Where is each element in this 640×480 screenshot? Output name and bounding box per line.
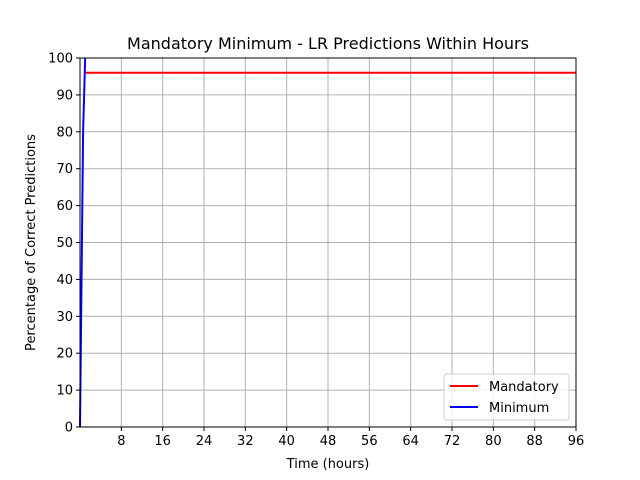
x-tick-label: 48: [320, 434, 337, 449]
y-tick-label: 0: [65, 421, 73, 436]
y-tick-label: 90: [56, 88, 73, 103]
x-tick-label: 16: [154, 434, 171, 449]
y-tick-label: 30: [56, 310, 73, 325]
legend-label-minimum: Minimum: [489, 401, 549, 416]
y-tick-label: 100: [48, 52, 73, 67]
y-tick-label: 20: [56, 347, 73, 362]
x-tick-label: 56: [361, 434, 378, 449]
x-axis-label: Time (hours): [286, 457, 370, 472]
x-tick-label: 88: [526, 434, 543, 449]
series-layer: [79, 57, 576, 428]
legend-label-mandatory: Mandatory: [489, 380, 559, 395]
x-tick-label: 24: [196, 434, 213, 449]
x-tick-label: 72: [444, 434, 461, 449]
x-tick-label: 64: [402, 434, 419, 449]
y-tick-label: 70: [56, 162, 73, 177]
x-tick-label: 96: [568, 434, 585, 449]
x-tick-label: 80: [485, 434, 502, 449]
y-tick-label: 10: [56, 384, 73, 399]
y-tick-label: 80: [56, 125, 73, 140]
y-axis-label: Percentage of Correct Predictions: [24, 134, 39, 351]
x-tick-label: 8: [117, 434, 125, 449]
series-line-minimum: [79, 57, 87, 428]
x-tick-label: 40: [278, 434, 295, 449]
axis-ticks: 8 16 24 32 40 48 56 64 72 80 88 96 0 10 20 30 40 50 60 70 80…: [48, 52, 584, 450]
x-tick-label: 32: [237, 434, 254, 449]
y-tick-label: 50: [56, 236, 73, 251]
chart-title: Mandatory Minimum - LR Predictions Withi…: [127, 34, 529, 53]
y-tick-label: 40: [56, 273, 73, 288]
grid: [80, 57, 577, 428]
y-tick-label: 60: [56, 199, 73, 214]
legend: Mandatory Minimum: [443, 373, 570, 421]
